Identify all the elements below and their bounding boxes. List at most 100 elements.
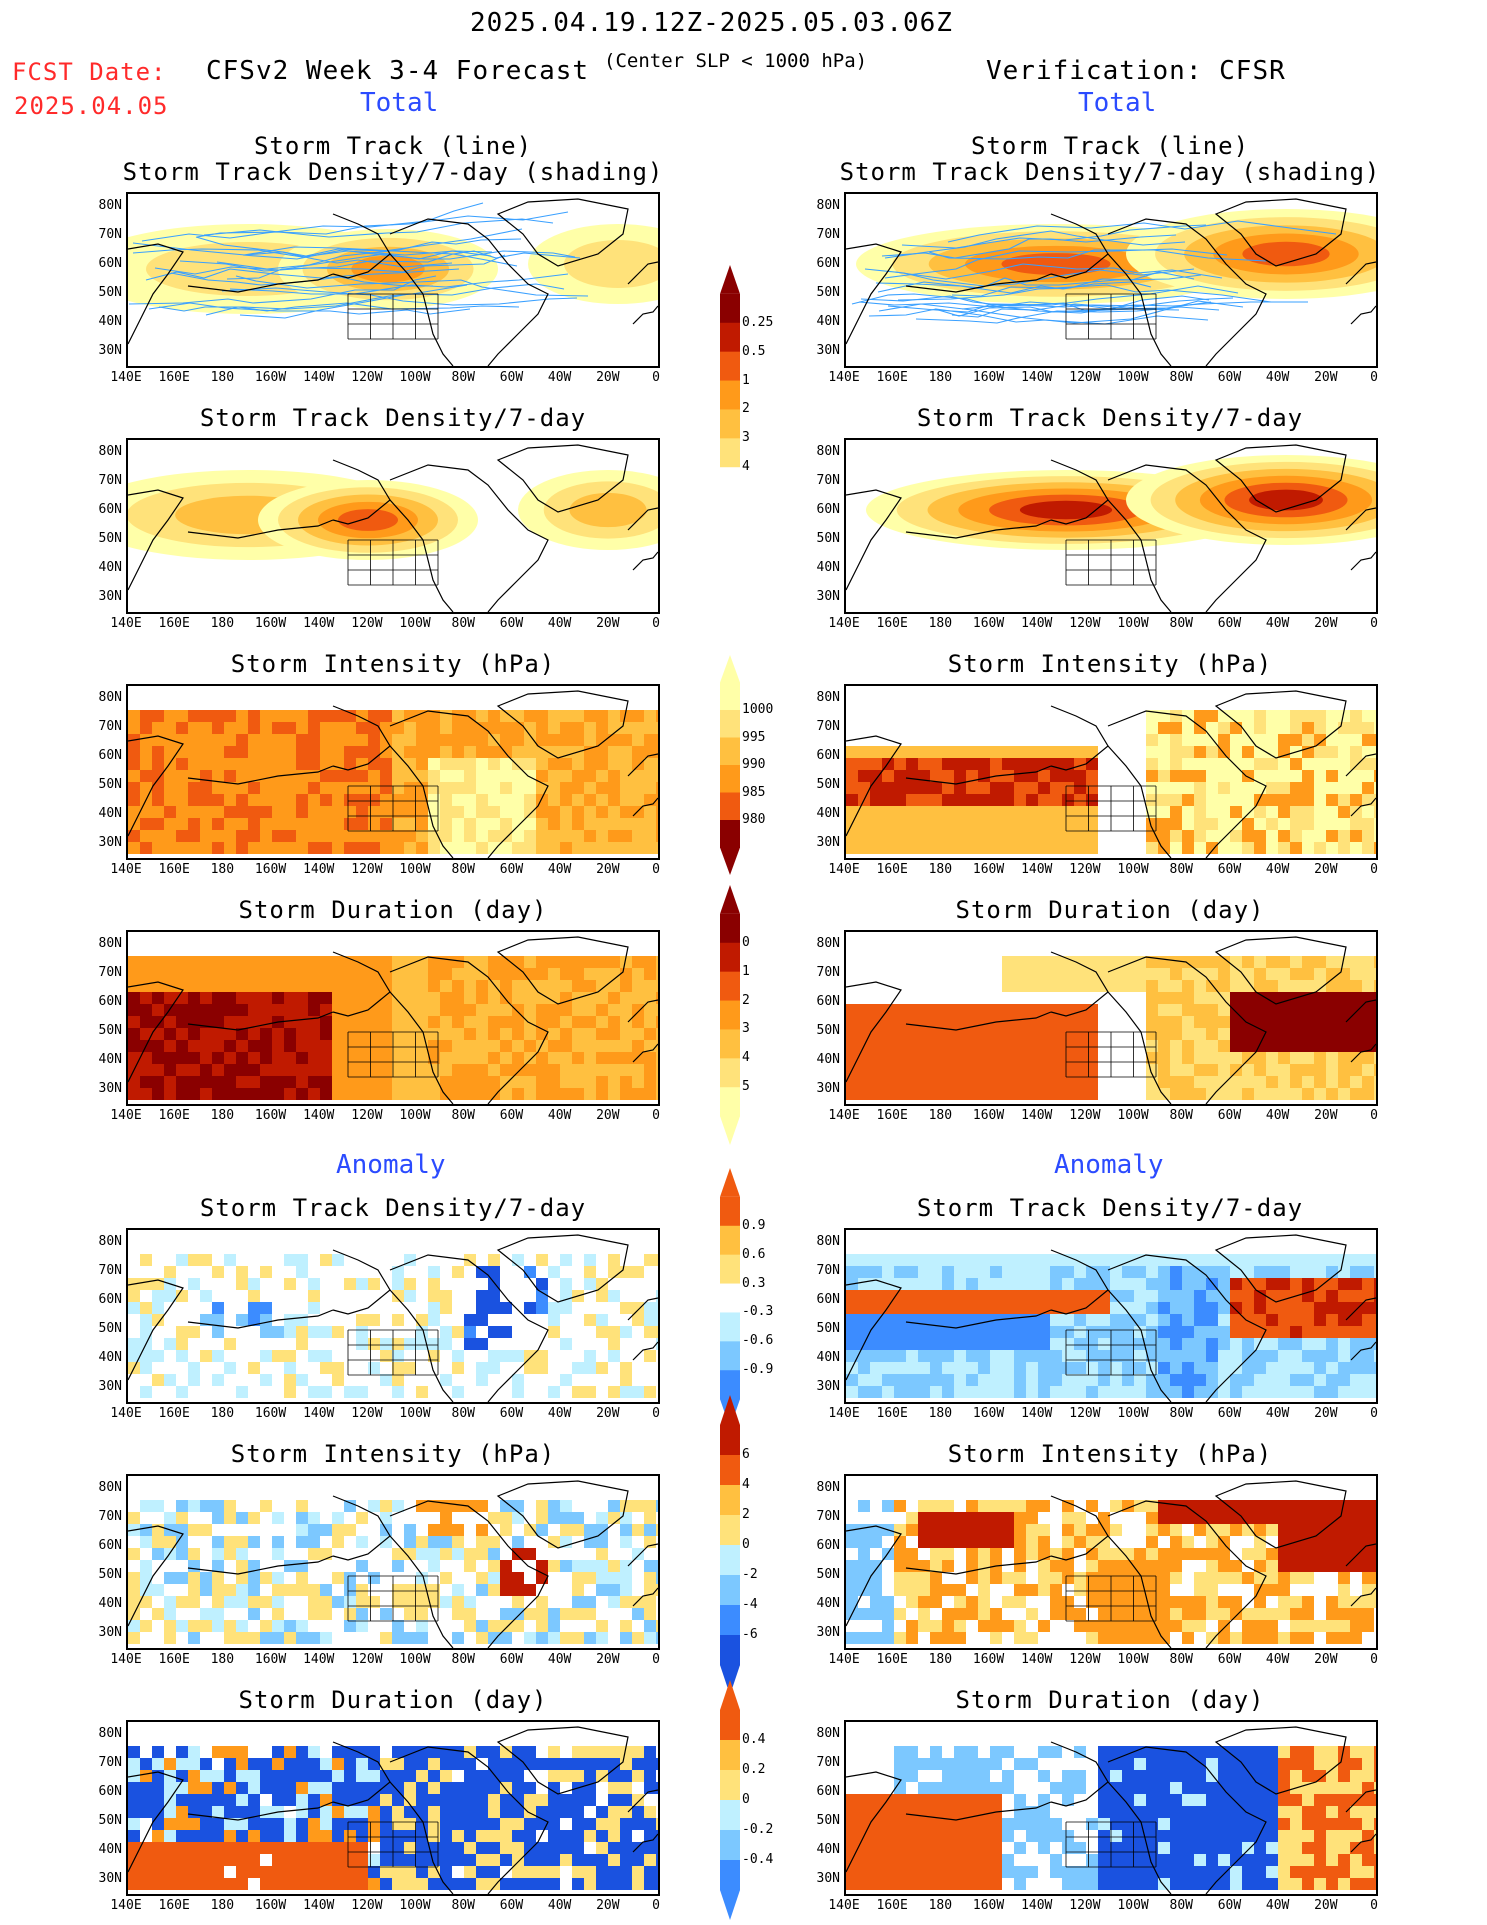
grid-cell <box>882 1290 894 1302</box>
grid-cell <box>1170 1608 1182 1620</box>
grid-cell <box>1050 1746 1062 1758</box>
grid-cell <box>620 992 632 1004</box>
grid-cell <box>344 1500 356 1512</box>
title-track-shading-right: Storm Track Density/7-day (shading) <box>839 158 1381 186</box>
map-panel-4-right <box>844 1228 1378 1404</box>
grid-cell <box>428 1794 440 1806</box>
grid-cell <box>428 1338 440 1350</box>
grid-cell <box>1026 1584 1038 1596</box>
grid-cell <box>308 1536 320 1548</box>
grid-cell <box>1326 1052 1338 1064</box>
grid-cell <box>858 1254 870 1266</box>
grid-cell <box>1314 818 1326 830</box>
grid-cell <box>656 1500 658 1512</box>
grid-cell <box>1098 968 1110 980</box>
grid-cell <box>1350 1620 1362 1632</box>
grid-cell <box>236 1314 248 1326</box>
grid-cell <box>128 1806 140 1818</box>
grid-cell <box>1230 1842 1242 1854</box>
grid-cell <box>572 1362 584 1374</box>
grid-cell <box>1278 1302 1290 1314</box>
grid-cell <box>1182 1830 1194 1842</box>
grid-cell <box>1050 968 1062 980</box>
grid-cell <box>1086 1254 1098 1266</box>
grid-cell <box>1074 968 1086 980</box>
grid-cell <box>584 1746 596 1758</box>
grid-cell <box>954 1746 966 1758</box>
grid-cell <box>930 1842 942 1854</box>
grid-cell <box>440 1040 452 1052</box>
grid-cell <box>1314 1866 1326 1878</box>
grid-cell <box>572 1758 584 1770</box>
grid-cell <box>942 1524 954 1536</box>
grid-cell <box>1230 980 1242 992</box>
grid-cell <box>140 746 152 758</box>
grid-cell <box>476 1028 488 1040</box>
lon-label: 140W <box>1021 1406 1053 1421</box>
grid-cell <box>428 1596 440 1608</box>
grid-cell <box>560 1830 572 1842</box>
grid-cell <box>1014 1794 1026 1806</box>
grid-cell <box>1182 1040 1194 1052</box>
grid-cell <box>1290 980 1302 992</box>
grid-cell <box>416 1782 428 1794</box>
grid-cell <box>930 1374 942 1386</box>
grid-cell <box>1158 1782 1170 1794</box>
grid-cell <box>1218 1326 1230 1338</box>
grid-cell <box>1218 1028 1230 1040</box>
grid-cell <box>882 1608 894 1620</box>
title-track-line-right: Storm Track (line) <box>970 132 1250 160</box>
grid-cell <box>572 1770 584 1782</box>
grid-cell <box>1338 1572 1350 1584</box>
grid-cell <box>1278 1088 1290 1100</box>
grid-cell <box>356 992 368 1004</box>
map-canvas <box>846 1234 1376 1402</box>
grid-cell <box>476 746 488 758</box>
grid-cell <box>1038 782 1050 794</box>
grid-cell <box>164 1052 176 1064</box>
lon-label: 140E <box>110 1406 142 1421</box>
lon-label: 80W <box>1169 616 1193 631</box>
grid-cell <box>1362 1064 1374 1076</box>
coastline <box>1214 444 1347 513</box>
grid-cell <box>1338 1064 1350 1076</box>
grid-cell <box>990 1052 1002 1064</box>
grid-cell <box>930 842 942 854</box>
grid-cell <box>356 1076 368 1088</box>
grid-cell <box>846 1536 858 1548</box>
grid-cell <box>416 1842 428 1854</box>
storm-track-line <box>864 268 1195 287</box>
grid-cell <box>140 1254 152 1266</box>
grid-cell <box>1110 1584 1122 1596</box>
grid-cell <box>644 710 656 722</box>
grid-cell <box>152 1746 164 1758</box>
grid-cell <box>296 1076 308 1088</box>
grid-cell <box>906 1314 918 1326</box>
grid-cell <box>440 1064 452 1076</box>
grid-cell <box>620 1302 632 1314</box>
grid-cell <box>1194 746 1206 758</box>
grid-cell <box>1050 1374 1062 1386</box>
grid-cell <box>1278 1326 1290 1338</box>
grid-cell <box>1134 1608 1146 1620</box>
grid-cell <box>476 1878 488 1890</box>
grid-cell <box>1182 1536 1194 1548</box>
grid-cell <box>140 1560 152 1572</box>
grid-cell <box>392 746 404 758</box>
grid-cell <box>1254 1536 1266 1548</box>
grid-cell <box>918 1302 930 1314</box>
lon-label: 140W <box>303 370 335 385</box>
grid-cell <box>596 806 608 818</box>
grid-cell <box>164 992 176 1004</box>
grid-cell <box>224 1584 236 1596</box>
grid-cell <box>1158 1052 1170 1064</box>
grid-cell <box>128 1632 140 1644</box>
grid-cell <box>536 1632 548 1644</box>
grid-cell <box>1266 1350 1278 1362</box>
grid-cell <box>164 818 176 830</box>
grid-cell <box>584 1314 596 1326</box>
grid-cell <box>416 1040 428 1052</box>
grid-cell <box>1278 1052 1290 1064</box>
grid-cell <box>512 842 524 854</box>
grid-cell <box>954 1596 966 1608</box>
